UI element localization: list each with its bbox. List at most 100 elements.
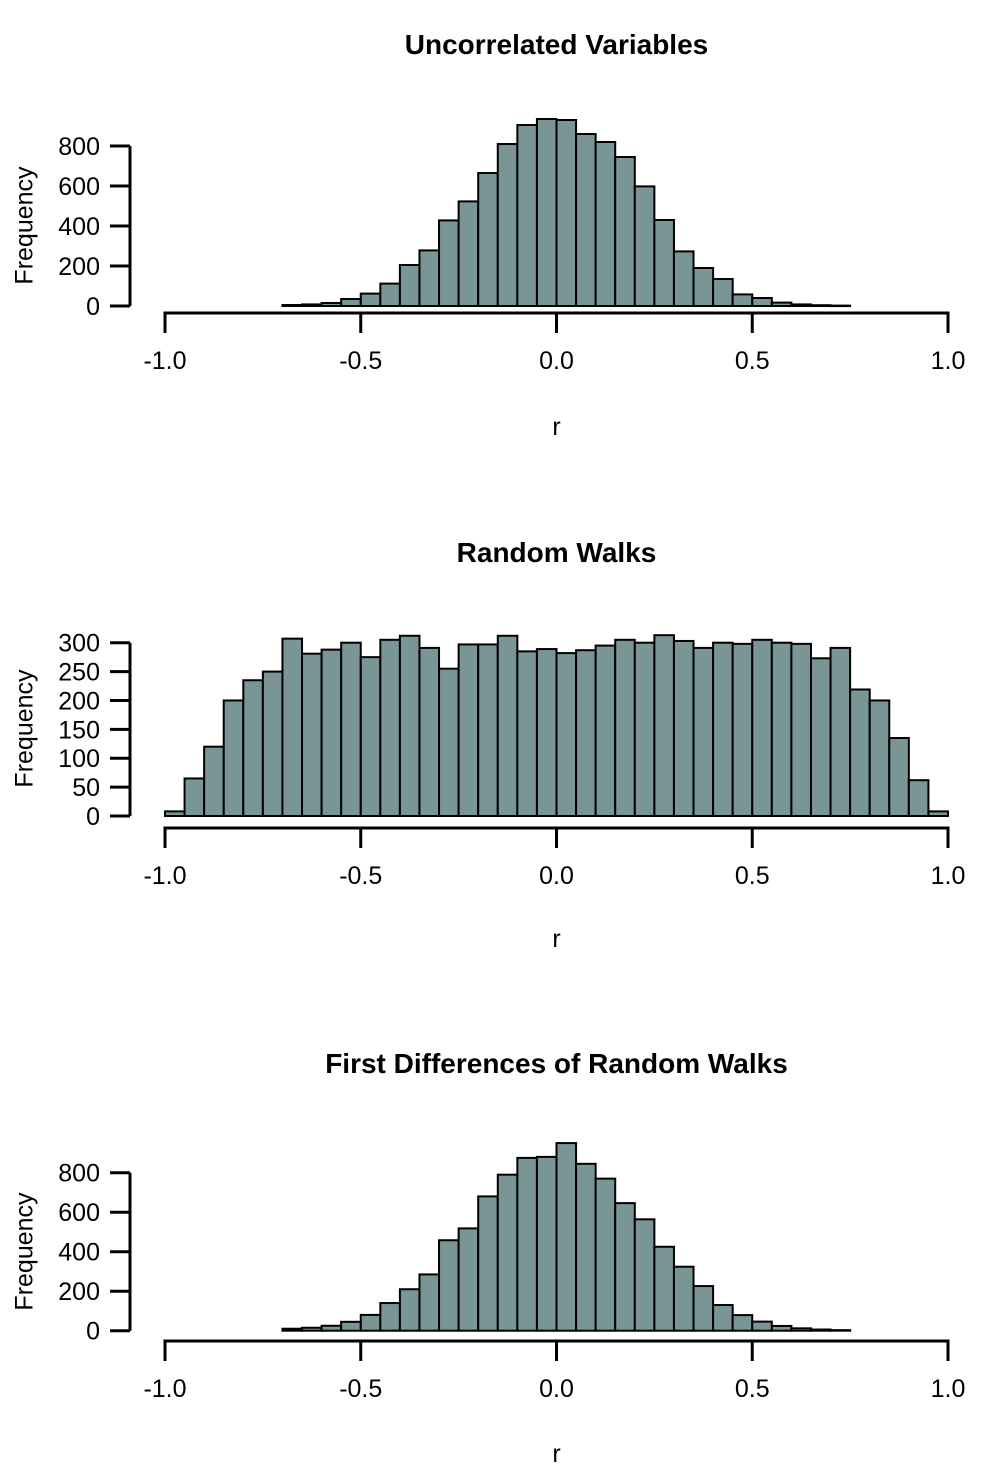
histogram-bar — [633, 1218, 656, 1332]
histogram-bar — [379, 1302, 401, 1332]
histogram-bar — [575, 133, 597, 307]
x-axis-label-r-2: r — [552, 925, 561, 953]
histogram-bar — [320, 648, 343, 817]
histogram-bar — [849, 688, 871, 817]
y-tick-label: 800 — [58, 133, 100, 161]
histogram-bar — [516, 1156, 538, 1332]
histogram-bar — [477, 643, 499, 817]
y-tick-label: 0 — [86, 1318, 100, 1346]
chart-title-first-differences: First Differences of Random Walks — [325, 1048, 788, 1079]
histogram-bar — [222, 699, 245, 817]
chart-title-uncorrelated-variables: Uncorrelated Variables — [404, 29, 709, 60]
x-tick-label: 0.0 — [539, 347, 574, 375]
histogram-bar — [594, 141, 617, 307]
histogram-bar — [457, 643, 480, 817]
histogram-bar — [614, 156, 636, 307]
histogram-bar — [340, 641, 362, 817]
histogram-bar — [398, 1288, 421, 1332]
x-tick-label: 1.0 — [931, 1375, 966, 1403]
histogram-bar — [731, 1314, 754, 1332]
histogram-bar — [868, 699, 891, 817]
histogram-bar — [672, 250, 695, 307]
histogram-bar — [770, 301, 793, 308]
histogram-bar — [809, 657, 832, 817]
histogram-bar — [438, 1239, 460, 1332]
histogram-bar — [614, 638, 636, 817]
histogram-bar — [438, 667, 460, 817]
histogram-bar — [594, 644, 617, 817]
histogram-bar — [164, 810, 186, 817]
histogram-bar — [653, 219, 675, 307]
histogram-bar — [633, 641, 656, 817]
histogram-bar — [692, 267, 715, 307]
histogram-bar — [203, 745, 225, 817]
x-axis-label-r-3: r — [552, 1440, 561, 1468]
x-tick-label: -0.5 — [339, 862, 382, 890]
histogram-uncorrelated-variables: 0 200 400 600 800 -1.0 -0.5 0.0 0.5 1.0 — [58, 118, 966, 375]
histogram-bar — [340, 298, 362, 307]
histogram-bar — [927, 810, 949, 817]
y-tick-label: 150 — [58, 716, 100, 744]
histogram-bar — [712, 641, 734, 817]
histogram-bar — [829, 304, 852, 308]
histogram-bar — [516, 124, 538, 307]
y-tick-label: 0 — [86, 803, 100, 831]
histogram-bar — [516, 650, 538, 817]
x-tick-label: 0.0 — [539, 862, 574, 890]
x-tick-label: 1.0 — [931, 347, 966, 375]
y-tick-label: 200 — [58, 253, 100, 281]
y-tick-label: 200 — [58, 1278, 100, 1306]
histogram-bar — [809, 304, 832, 308]
histogram-bar — [496, 1173, 519, 1332]
histogram-bar — [438, 219, 460, 307]
histogram-bar — [301, 1326, 323, 1332]
histogram-bar — [183, 777, 206, 817]
y-tick-label: 250 — [58, 659, 100, 687]
histogram-bar — [575, 1162, 597, 1332]
y-tick-label: 600 — [58, 1199, 100, 1227]
histogram-bar — [751, 638, 773, 817]
y-tick-label: 400 — [58, 213, 100, 241]
histogram-bar — [535, 648, 558, 817]
histogram-bar — [731, 642, 754, 817]
histogram-bar — [672, 639, 695, 817]
histogram-bar — [555, 652, 578, 817]
histogram-bar — [888, 737, 910, 817]
histogram-bar — [829, 1329, 852, 1332]
histogram-bar — [379, 282, 401, 308]
y-tick-label: 0 — [86, 293, 100, 321]
histogram-bar — [261, 670, 284, 817]
histogram-bar — [418, 249, 441, 307]
histogram-bar — [751, 1320, 773, 1332]
x-tick-label: -0.5 — [339, 1375, 382, 1403]
histogram-bar — [477, 172, 499, 307]
y-tick-label: 800 — [58, 1160, 100, 1188]
histogram-bar — [692, 1285, 715, 1332]
histogram-bar — [555, 1142, 578, 1332]
histogram-bar — [496, 634, 519, 817]
histogram-first-differences: 0 200 400 600 800 -1.0 -0.5 0.0 0.5 1.0 — [58, 1142, 966, 1403]
histogram-bar — [633, 185, 656, 307]
x-tick-label: -1.0 — [143, 347, 186, 375]
histogram-bar — [575, 649, 597, 817]
y-tick-label: 100 — [58, 745, 100, 773]
histogram-bar — [379, 638, 401, 817]
x-tick-label: 0.5 — [735, 862, 770, 890]
histogram-bar — [907, 779, 930, 817]
histogram-bar — [809, 1328, 832, 1332]
histogram-bar — [281, 1327, 304, 1332]
x-tick-label: -0.5 — [339, 347, 382, 375]
histogram-bar — [496, 143, 519, 307]
x-tick-label: -1.0 — [143, 1375, 186, 1403]
histogram-bar — [359, 1313, 382, 1332]
histogram-bar — [418, 1273, 441, 1332]
histogram-bar — [281, 304, 304, 307]
histogram-bar — [751, 297, 773, 307]
y-tick-label: 600 — [58, 173, 100, 201]
histogram-bar — [555, 119, 578, 307]
histogram-bar — [359, 656, 382, 817]
chart-title-random-walks: Random Walks — [456, 537, 657, 568]
histogram-bar — [653, 634, 675, 817]
histogram-bar — [535, 1155, 558, 1332]
